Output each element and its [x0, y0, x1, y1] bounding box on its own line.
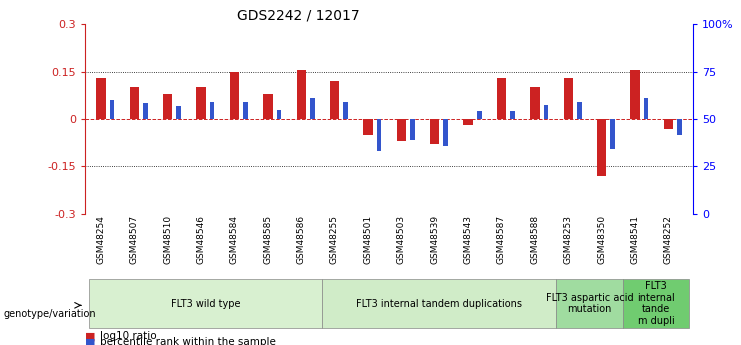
Bar: [622, 279, 689, 328]
Bar: [556, 279, 622, 328]
Bar: [243, 102, 247, 119]
Bar: [163, 94, 173, 119]
Bar: [276, 109, 281, 119]
Text: FLT3
internal
tande
m dupli: FLT3 internal tande m dupli: [637, 281, 675, 326]
Text: FLT3 wild type: FLT3 wild type: [170, 299, 240, 308]
Bar: [531, 87, 539, 119]
Bar: [511, 111, 515, 119]
Bar: [497, 78, 506, 119]
Bar: [443, 119, 448, 146]
Bar: [677, 119, 682, 135]
Bar: [130, 87, 139, 119]
Title: GDS2242 / 12017: GDS2242 / 12017: [236, 9, 359, 23]
Bar: [430, 119, 439, 144]
Bar: [210, 102, 214, 119]
Text: FLT3 aspartic acid
mutation: FLT3 aspartic acid mutation: [545, 293, 633, 314]
Text: genotype/variation: genotype/variation: [4, 309, 96, 319]
Text: log10 ratio: log10 ratio: [100, 332, 156, 341]
Text: ■: ■: [85, 332, 96, 341]
Bar: [310, 98, 315, 119]
Bar: [96, 78, 105, 119]
Bar: [376, 119, 382, 151]
Bar: [577, 102, 582, 119]
Bar: [196, 87, 206, 119]
Bar: [296, 70, 306, 119]
Bar: [110, 100, 114, 119]
Bar: [322, 279, 556, 328]
Bar: [463, 119, 473, 125]
Bar: [330, 81, 339, 119]
Text: FLT3 internal tandem duplications: FLT3 internal tandem duplications: [356, 299, 522, 308]
Bar: [611, 119, 615, 149]
Text: percentile rank within the sample: percentile rank within the sample: [100, 337, 276, 345]
Bar: [597, 119, 606, 176]
Bar: [230, 71, 239, 119]
Bar: [89, 279, 322, 328]
Bar: [263, 94, 273, 119]
Bar: [410, 119, 415, 140]
Bar: [396, 119, 406, 141]
Bar: [476, 111, 482, 119]
Bar: [644, 98, 648, 119]
Bar: [631, 70, 639, 119]
Bar: [564, 78, 573, 119]
Bar: [176, 106, 181, 119]
Bar: [664, 119, 673, 128]
Bar: [343, 102, 348, 119]
Text: ■: ■: [85, 337, 96, 345]
Bar: [544, 105, 548, 119]
Bar: [143, 103, 147, 119]
Bar: [363, 119, 373, 135]
